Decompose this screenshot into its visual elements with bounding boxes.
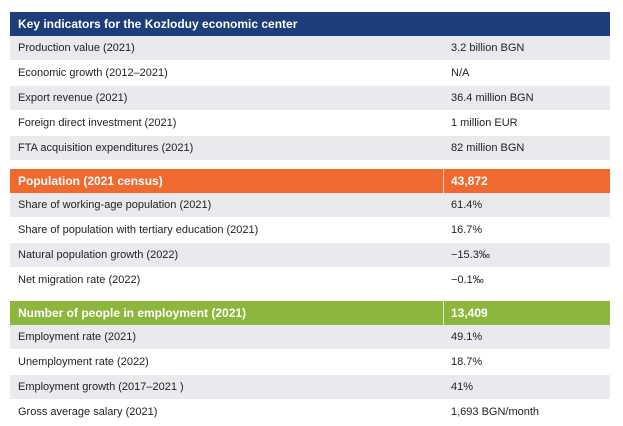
row-value: 3.2 billion BGN (451, 42, 525, 54)
table-row: Net migration rate (2022) −0.1‰ (10, 268, 610, 293)
row-label: Export revenue (2021) (18, 92, 128, 104)
row-label: Production value (2021) (18, 42, 135, 54)
row-value: 49.1% (451, 331, 483, 343)
section-header-label: Population (2021 census) (18, 174, 163, 188)
table-row: Economic growth (2012–2021) N/A (10, 61, 610, 86)
row-label: Share of working-age population (2021) (18, 199, 212, 211)
table-row: Share of working-age population (2021) 6… (10, 193, 610, 218)
table-row: Foreign direct investment (2021) 1 milli… (10, 111, 610, 136)
table-row: Unemployment rate (2022) 18.7% (10, 350, 610, 375)
row-value: 16.7% (451, 224, 483, 236)
row-value: 18.7% (451, 356, 483, 368)
table-row: Employment growth (2017–2021 ) 41% (10, 375, 610, 400)
row-value: 1 million EUR (451, 117, 518, 129)
row-value: −15.3‰ (451, 249, 490, 261)
row-value: N/A (451, 67, 470, 79)
table-row: Gross average salary (2021) 1,693 BGN/mo… (10, 400, 610, 425)
section-header-label: Number of people in employment (2021) (18, 306, 247, 320)
section-header-value: 43,872 (451, 174, 488, 188)
row-label: Share of population with tertiary educat… (18, 224, 259, 236)
row-label: FTA acquisition expenditures (2021) (18, 142, 194, 154)
row-label: Unemployment rate (2022) (18, 356, 149, 368)
row-label: Employment growth (2017–2021 ) (18, 381, 184, 393)
row-label: Foreign direct investment (2021) (18, 117, 177, 129)
row-label: Economic growth (2012–2021) (18, 67, 168, 79)
indicators-table: Key indicators for the Kozloduy economic… (10, 12, 610, 425)
row-value: 82 million BGN (451, 142, 525, 154)
section-header-value: 13,409 (451, 306, 488, 320)
table-row: Natural population growth (2022) −15.3‰ (10, 243, 610, 268)
population-header: Population (2021 census) 43,872 (10, 169, 610, 193)
row-label: Gross average salary (2021) (18, 406, 158, 418)
row-value: 61.4% (451, 199, 483, 211)
row-value: 1,693 BGN/month (451, 406, 540, 418)
row-value: 36.4 million BGN (451, 92, 534, 104)
row-value: −0.1‰ (451, 274, 484, 286)
row-label: Net migration rate (2022) (18, 274, 141, 286)
table-row: Production value (2021) 3.2 billion BGN (10, 36, 610, 61)
table-row: Share of population with tertiary educat… (10, 218, 610, 243)
table-row: FTA acquisition expenditures (2021) 82 m… (10, 136, 610, 161)
row-label: Employment rate (2021) (18, 331, 136, 343)
employment-header: Number of people in employment (2021) 13… (10, 301, 610, 325)
table-row: Export revenue (2021) 36.4 million BGN (10, 86, 610, 111)
row-label: Natural population growth (2022) (18, 249, 179, 261)
table-title: Key indicators for the Kozloduy economic… (10, 12, 610, 36)
table-row: Employment rate (2021) 49.1% (10, 325, 610, 350)
row-value: 41% (451, 381, 474, 393)
